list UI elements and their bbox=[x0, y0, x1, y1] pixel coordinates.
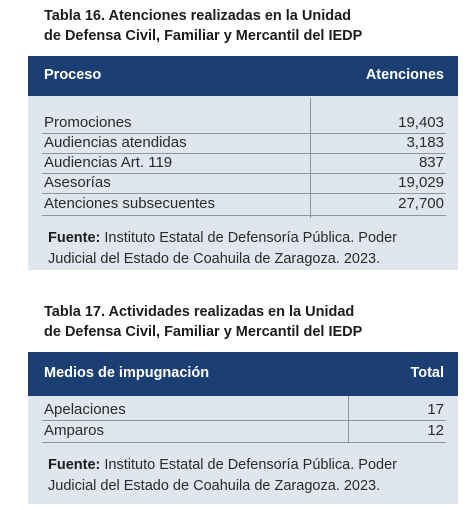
table16-header: Proceso Atenciones bbox=[28, 56, 458, 96]
table16-column-divider bbox=[310, 98, 311, 218]
row-label: Atenciones subsecuentes bbox=[44, 195, 215, 212]
row-divider bbox=[42, 442, 446, 443]
table16-caption-line2: de Defensa Civil, Familiar y Mercantil d… bbox=[44, 28, 363, 44]
row-value: 27,700 bbox=[398, 195, 444, 212]
table17-source: Fuente: Instituto Estatal de Defensoría … bbox=[48, 455, 448, 497]
row-label: Amparos bbox=[44, 422, 105, 439]
row-divider bbox=[42, 173, 446, 174]
row-divider bbox=[42, 215, 446, 216]
row-divider bbox=[42, 133, 446, 134]
table17-header-means: Medios de impugnación bbox=[44, 365, 210, 381]
source-label: Fuente: bbox=[48, 457, 101, 473]
table16-header-attentions: Atenciones bbox=[365, 67, 444, 83]
table-row: Apelaciones 17 bbox=[28, 400, 458, 420]
table16-header-process: Proceso bbox=[44, 67, 102, 83]
row-value: 17 bbox=[427, 401, 444, 418]
row-divider bbox=[42, 153, 446, 154]
table-row: Amparos 12 bbox=[28, 421, 458, 441]
table17-caption-line2: de Defensa Civil, Familiar y Mercantil d… bbox=[44, 324, 363, 340]
row-label: Promociones bbox=[44, 114, 132, 131]
source-label: Fuente: bbox=[48, 230, 101, 246]
source-text-line1: Instituto Estatal de Defensoría Pública.… bbox=[100, 230, 397, 246]
table-row: Asesorías 19,029 bbox=[28, 173, 458, 193]
table17-header-total: Total bbox=[410, 365, 444, 381]
table16-source: Fuente: Instituto Estatal de Defensoría … bbox=[48, 228, 448, 270]
row-divider bbox=[42, 193, 446, 194]
table-row: Audiencias atendidas 3,183 bbox=[28, 133, 458, 153]
row-label: Asesorías bbox=[44, 174, 111, 191]
row-label: Apelaciones bbox=[44, 401, 126, 418]
row-divider bbox=[42, 420, 446, 421]
row-value: 19,403 bbox=[398, 114, 444, 131]
table17-header: Medios de impugnación Total bbox=[28, 352, 458, 396]
table16-body: Promociones 19,403 Audiencias atendidas … bbox=[28, 96, 458, 270]
table17-column-divider bbox=[348, 396, 349, 442]
table16-caption: Tabla 16. Atenciones realizadas en la Un… bbox=[44, 6, 362, 46]
table17-caption: Tabla 17. Actividades realizadas en la U… bbox=[44, 302, 362, 342]
row-value: 19,029 bbox=[398, 174, 444, 191]
table-row: Promociones 19,403 bbox=[28, 113, 458, 133]
source-text-line2: Judicial del Estado de Coahuila de Zarag… bbox=[48, 251, 381, 267]
table17-body: Apelaciones 17 Amparos 12 bbox=[28, 396, 458, 504]
table16-caption-line1: Tabla 16. Atenciones realizadas en la Un… bbox=[44, 8, 352, 24]
table-row: Audiencias Art. 119 837 bbox=[28, 153, 458, 173]
source-text-line2: Judicial del Estado de Coahuila de Zarag… bbox=[48, 478, 381, 494]
table17-caption-line1: Tabla 17. Actividades realizadas en la U… bbox=[44, 304, 355, 320]
row-value: 12 bbox=[427, 422, 444, 439]
source-text-line1: Instituto Estatal de Defensoría Pública.… bbox=[100, 457, 397, 473]
table-row: Atenciones subsecuentes 27,700 bbox=[28, 194, 458, 214]
row-label: Audiencias atendidas bbox=[44, 134, 187, 151]
row-label: Audiencias Art. 119 bbox=[44, 154, 173, 171]
row-value: 3,183 bbox=[406, 134, 444, 151]
row-value: 837 bbox=[418, 154, 444, 171]
